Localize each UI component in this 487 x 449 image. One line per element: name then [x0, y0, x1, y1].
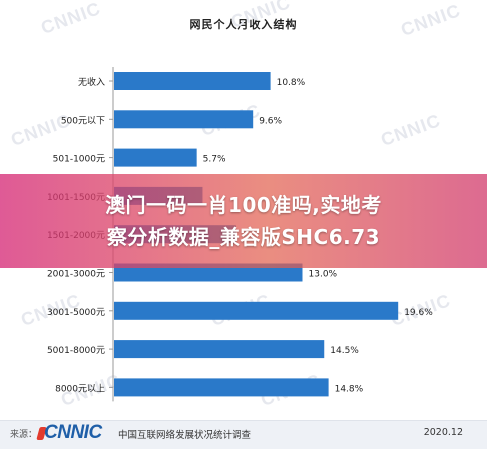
footer: 来源： CNNIC 中国互联网络发展状况统计调查 2020.12 — [0, 420, 487, 449]
overlay-banner[interactable]: 澳门一码一肖100准吗,实地考 察分析数据_兼容版SHC6.73 — [0, 174, 487, 268]
value-label: 14.8% — [335, 384, 364, 394]
bar — [114, 301, 399, 320]
value-label: 14.5% — [330, 346, 359, 356]
banner-line-2: 察分析数据_兼容版SHC6.73 — [106, 225, 381, 249]
value-label: 19.6% — [404, 308, 433, 318]
bar — [114, 72, 271, 90]
bar — [114, 263, 303, 282]
category-label: 501-1000元 — [53, 155, 105, 165]
bar — [114, 378, 329, 397]
banner-line-1: 澳门一码一肖100准吗,实地考 — [105, 193, 382, 217]
bar — [114, 340, 325, 359]
value-label: 10.8% — [277, 78, 306, 88]
category-label: 5001-8000元 — [47, 346, 105, 356]
category-label: 无收入 — [78, 76, 105, 88]
category-label: 8000元以上 — [55, 383, 105, 394]
survey-name: 中国互联网络发展状况统计调查 — [118, 430, 252, 441]
value-label: 13.0% — [309, 270, 338, 280]
category-label: 500元以下 — [61, 116, 105, 126]
value-label: 5.7% — [203, 155, 226, 165]
bar — [114, 110, 254, 129]
cnnic-logo: CNNIC — [44, 422, 102, 443]
category-label: 2001-3000元 — [47, 270, 105, 280]
bar — [114, 148, 197, 167]
chart-title: 网民个人月收入结构 — [189, 18, 298, 31]
value-label: 9.6% — [259, 116, 282, 126]
report-date: 2020.12 — [423, 427, 463, 438]
source-label: 来源： — [10, 430, 38, 440]
category-label: 3001-5000元 — [47, 308, 105, 318]
